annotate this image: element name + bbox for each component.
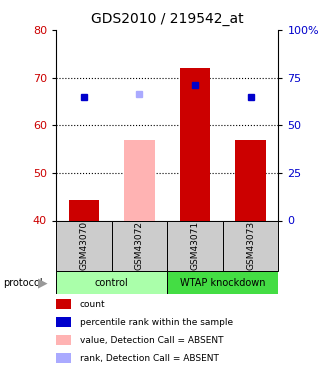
Text: count: count [80, 300, 106, 309]
Text: GSM43072: GSM43072 [135, 221, 144, 270]
Bar [235, 140, 266, 220]
Bar [124, 140, 155, 220]
Bar [56, 220, 112, 271]
Text: control: control [95, 278, 128, 288]
Text: GSM43070: GSM43070 [79, 221, 88, 270]
Text: protocol: protocol [3, 278, 43, 288]
Text: value, Detection Call = ABSENT: value, Detection Call = ABSENT [80, 336, 223, 345]
Bar [167, 271, 278, 294]
Bar [112, 220, 167, 271]
Title: GDS2010 / 219542_at: GDS2010 / 219542_at [91, 12, 244, 26]
Text: rank, Detection Call = ABSENT: rank, Detection Call = ABSENT [80, 354, 219, 363]
Text: ▶: ▶ [38, 276, 48, 289]
Bar [223, 220, 278, 271]
Text: WTAP knockdown: WTAP knockdown [180, 278, 266, 288]
Text: GSM43073: GSM43073 [246, 221, 255, 270]
Text: percentile rank within the sample: percentile rank within the sample [80, 318, 233, 327]
Bar [68, 200, 99, 220]
Text: GSM43071: GSM43071 [190, 221, 199, 270]
Bar [180, 68, 210, 220]
Bar [167, 220, 223, 271]
Bar [56, 271, 167, 294]
